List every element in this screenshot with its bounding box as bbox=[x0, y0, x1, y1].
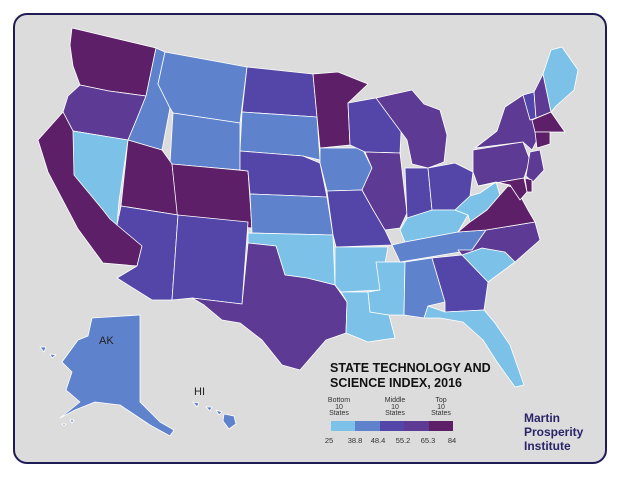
state-florida[interactable] bbox=[423, 305, 525, 388]
state-illinois[interactable] bbox=[361, 151, 408, 231]
state-new-jersey[interactable] bbox=[525, 149, 545, 183]
label-hawaii: HI bbox=[194, 386, 205, 398]
legend-bottom-label: Bottom 10 States bbox=[327, 397, 351, 417]
legend-tick: 38.8 bbox=[347, 436, 363, 445]
legend-swatch-1 bbox=[331, 421, 356, 431]
map-title: STATE TECHNOLOGY AND SCIENCE INDEX, 2016 bbox=[330, 361, 510, 391]
legend-tick: 25 bbox=[324, 436, 334, 445]
brand-logo: Martin Prosperity Institute bbox=[524, 411, 584, 453]
legend-tick: 65.3 bbox=[420, 436, 436, 445]
state-utah[interactable] bbox=[120, 139, 179, 216]
state-south-dakota[interactable] bbox=[239, 111, 321, 161]
state-maryland[interactable] bbox=[477, 177, 528, 201]
legend-ticks: 25 38.8 48.4 55.2 65.3 84 bbox=[322, 436, 472, 446]
legend-swatch-2 bbox=[355, 421, 380, 431]
state-hawaii[interactable] bbox=[192, 401, 237, 430]
state-north-dakota[interactable] bbox=[241, 66, 318, 118]
state-arkansas[interactable] bbox=[334, 246, 389, 293]
legend-swatch-3 bbox=[379, 421, 405, 431]
legend-tick: 84 bbox=[447, 436, 457, 445]
state-montana[interactable] bbox=[157, 51, 248, 124]
state-maine[interactable] bbox=[542, 46, 579, 113]
state-new-mexico[interactable] bbox=[171, 214, 249, 305]
legend-tick: 48.4 bbox=[370, 436, 386, 445]
legend-swatch-4 bbox=[404, 421, 429, 431]
map-title-line1: STATE TECHNOLOGY AND bbox=[330, 361, 491, 375]
legend-tick: 55.2 bbox=[395, 436, 411, 445]
state-kansas[interactable] bbox=[249, 193, 334, 236]
label-alaska: AK bbox=[99, 335, 114, 347]
alaska-aleutian-islands bbox=[39, 346, 75, 427]
legend-middle-label: Middle 10 States bbox=[384, 397, 406, 417]
state-north-carolina[interactable] bbox=[457, 221, 541, 263]
state-texas[interactable] bbox=[191, 242, 348, 371]
legend-swatch-5 bbox=[428, 421, 454, 431]
state-connecticut[interactable] bbox=[534, 131, 551, 149]
state-alaska[interactable] bbox=[59, 314, 175, 437]
map-title-line2: SCIENCE INDEX, 2016 bbox=[330, 376, 462, 390]
state-michigan[interactable] bbox=[375, 89, 448, 169]
state-wyoming[interactable] bbox=[169, 112, 241, 171]
legend: Bottom 10 States Middle 10 States Top 10… bbox=[322, 397, 472, 452]
legend-top-label: Top 10 States bbox=[431, 397, 451, 417]
legend-color-scale bbox=[331, 421, 454, 431]
state-nevada[interactable] bbox=[72, 130, 129, 226]
